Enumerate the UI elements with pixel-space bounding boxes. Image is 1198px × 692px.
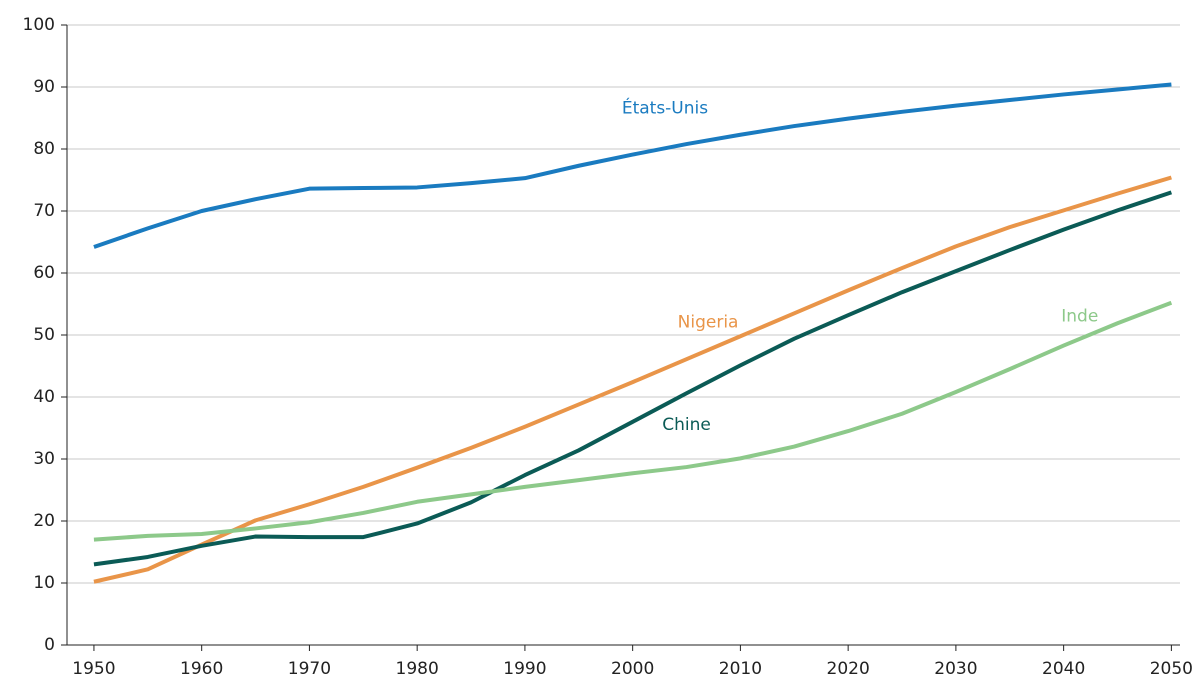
y-tick-label: 40 (33, 387, 55, 407)
x-tick-label: 2050 (1150, 659, 1193, 679)
x-tick-label: 1990 (503, 659, 546, 679)
series-line (93, 175, 1172, 584)
y-tick-label: 60 (33, 263, 55, 283)
series-label: Inde (1061, 306, 1098, 326)
y-tick-label: 50 (33, 325, 55, 345)
x-tick-label: 1960 (180, 659, 223, 679)
y-tick-label: 0 (44, 635, 55, 655)
series-label: États-Unis (622, 97, 708, 119)
x-tick-label: 1950 (72, 659, 115, 679)
y-tick-label: 80 (33, 139, 55, 159)
x-tick-label: 2030 (934, 659, 977, 679)
x-tick-label: 1970 (288, 659, 331, 679)
y-tick-label: 30 (33, 449, 55, 469)
x-tick-label: 2040 (1042, 659, 1085, 679)
series-label: Nigeria (678, 313, 739, 333)
y-tick-label: 10 (33, 573, 55, 593)
y-tick-label: 100 (23, 15, 55, 35)
series-line (93, 82, 1172, 249)
series-label: Chine (662, 415, 711, 435)
x-tick-label: 2010 (719, 659, 762, 679)
series-line (93, 300, 1173, 542)
x-tick-label: 2020 (827, 659, 870, 679)
x-tick-label: 1980 (396, 659, 439, 679)
x-tick-label: 2000 (611, 659, 654, 679)
y-tick-label: 70 (33, 201, 55, 221)
y-tick-label: 20 (33, 511, 55, 531)
series-line (93, 190, 1173, 567)
y-tick-label: 90 (33, 77, 55, 97)
